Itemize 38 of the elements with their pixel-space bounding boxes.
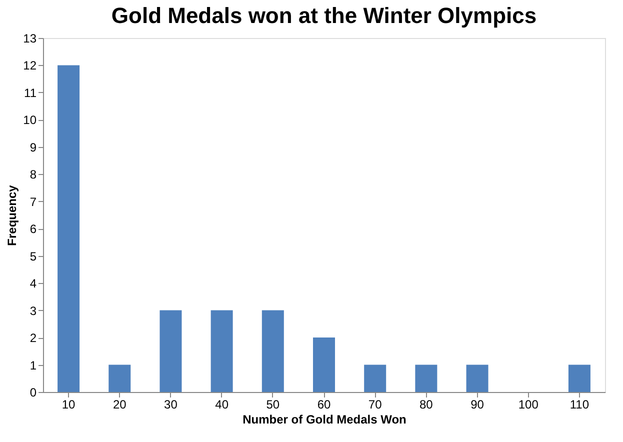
bar: [160, 310, 182, 392]
x-tick-label: 10: [62, 398, 76, 412]
y-tick-label: 2: [30, 331, 37, 346]
bar: [364, 364, 386, 392]
bar: [313, 338, 335, 392]
y-tick-label: 11: [24, 86, 37, 100]
y-tick-label: 10: [23, 113, 37, 128]
x-tick-label: 40: [215, 398, 229, 412]
x-tick-label: 30: [164, 398, 178, 412]
bar: [415, 364, 438, 392]
x-tick-label: 90: [470, 398, 484, 412]
y-tick-label: 1: [30, 358, 37, 372]
y-tick-label: 5: [30, 249, 37, 264]
bar: [568, 364, 590, 392]
x-tick-label: 70: [368, 398, 382, 412]
bar: [466, 364, 488, 392]
y-axis-title: Frequency: [5, 184, 20, 246]
bar: [262, 310, 284, 392]
x-axis-title: Number of Gold Medals Won: [242, 412, 406, 426]
bar: [210, 310, 233, 392]
chart-title: Gold Medals won at the Winter Olympics: [111, 3, 537, 28]
y-tick-label: 4: [30, 276, 37, 291]
y-tick-label: 8: [30, 168, 37, 182]
bar: [108, 364, 131, 392]
x-tick-label: 100: [518, 398, 539, 412]
bar: [58, 65, 80, 392]
y-tick-label: 0: [30, 386, 37, 400]
y-tick-label: 6: [30, 222, 37, 236]
x-tick-label: 80: [420, 398, 434, 412]
y-tick-label: 9: [30, 140, 37, 154]
x-tick-label: 60: [317, 398, 331, 412]
y-tick-label: 12: [23, 58, 37, 73]
y-tick-label: 13: [23, 32, 37, 46]
x-tick-label: 110: [570, 398, 590, 412]
x-tick-label: 20: [112, 398, 127, 412]
y-tick-label: 3: [30, 304, 37, 318]
x-tick-label: 50: [266, 398, 280, 412]
y-tick-label: 7: [30, 194, 37, 209]
